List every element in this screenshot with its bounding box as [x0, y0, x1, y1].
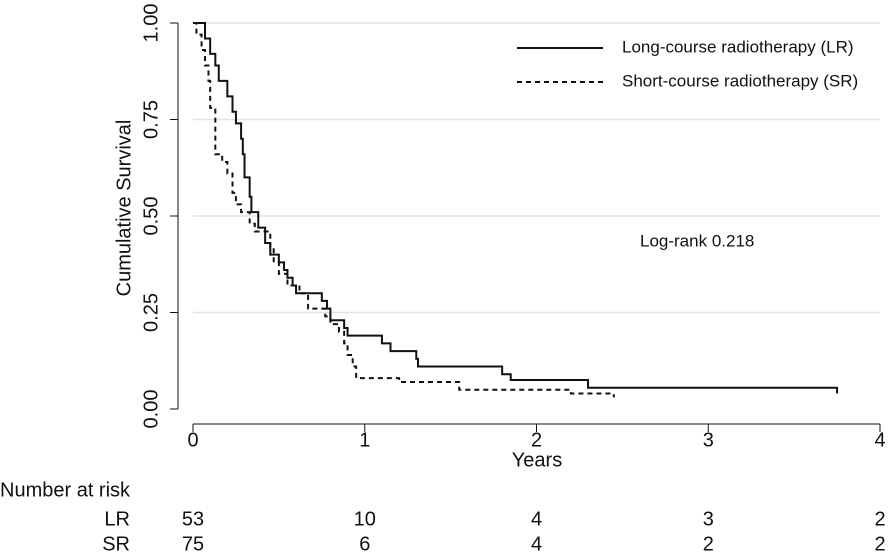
- legend-label: Short-course radiotherapy (SR): [622, 71, 858, 90]
- risk-count: 4: [531, 508, 542, 530]
- risk-count: 75: [182, 533, 204, 555]
- x-axis-label: Years: [512, 449, 562, 471]
- legend-label: Long-course radiotherapy (LR): [622, 37, 854, 56]
- risk-count: 6: [359, 533, 370, 555]
- risk-count: 3: [703, 508, 714, 530]
- y-axis-label: Cumulative Survival: [113, 120, 135, 297]
- risk-count: 2: [703, 533, 714, 555]
- risk-count: 10: [354, 508, 376, 530]
- x-tick-label: 1: [359, 429, 370, 451]
- km-curve: [196, 22, 839, 394]
- risk-count: 53: [182, 508, 204, 530]
- risk-row-label: SR: [102, 533, 130, 555]
- risk-count: 2: [874, 533, 885, 555]
- y-tick-label: 1.00: [140, 4, 162, 43]
- x-tick-label: 4: [874, 429, 885, 451]
- km-curve: [193, 22, 615, 398]
- risk-count: 4: [531, 533, 542, 555]
- y-tick-label: 0.00: [140, 390, 162, 429]
- y-tick-label: 0.75: [140, 100, 162, 139]
- annotation: Log-rank 0.218: [640, 231, 754, 250]
- risk-count: 2: [874, 508, 885, 530]
- risk-row-label: LR: [104, 508, 130, 530]
- y-tick-label: 0.50: [140, 197, 162, 236]
- x-tick-label: 3: [703, 429, 714, 451]
- y-tick-label: 0.25: [140, 293, 162, 332]
- x-tick-label: 0: [187, 429, 198, 451]
- risk-table-title: Number at risk: [0, 479, 131, 501]
- x-tick-label: 2: [531, 429, 542, 451]
